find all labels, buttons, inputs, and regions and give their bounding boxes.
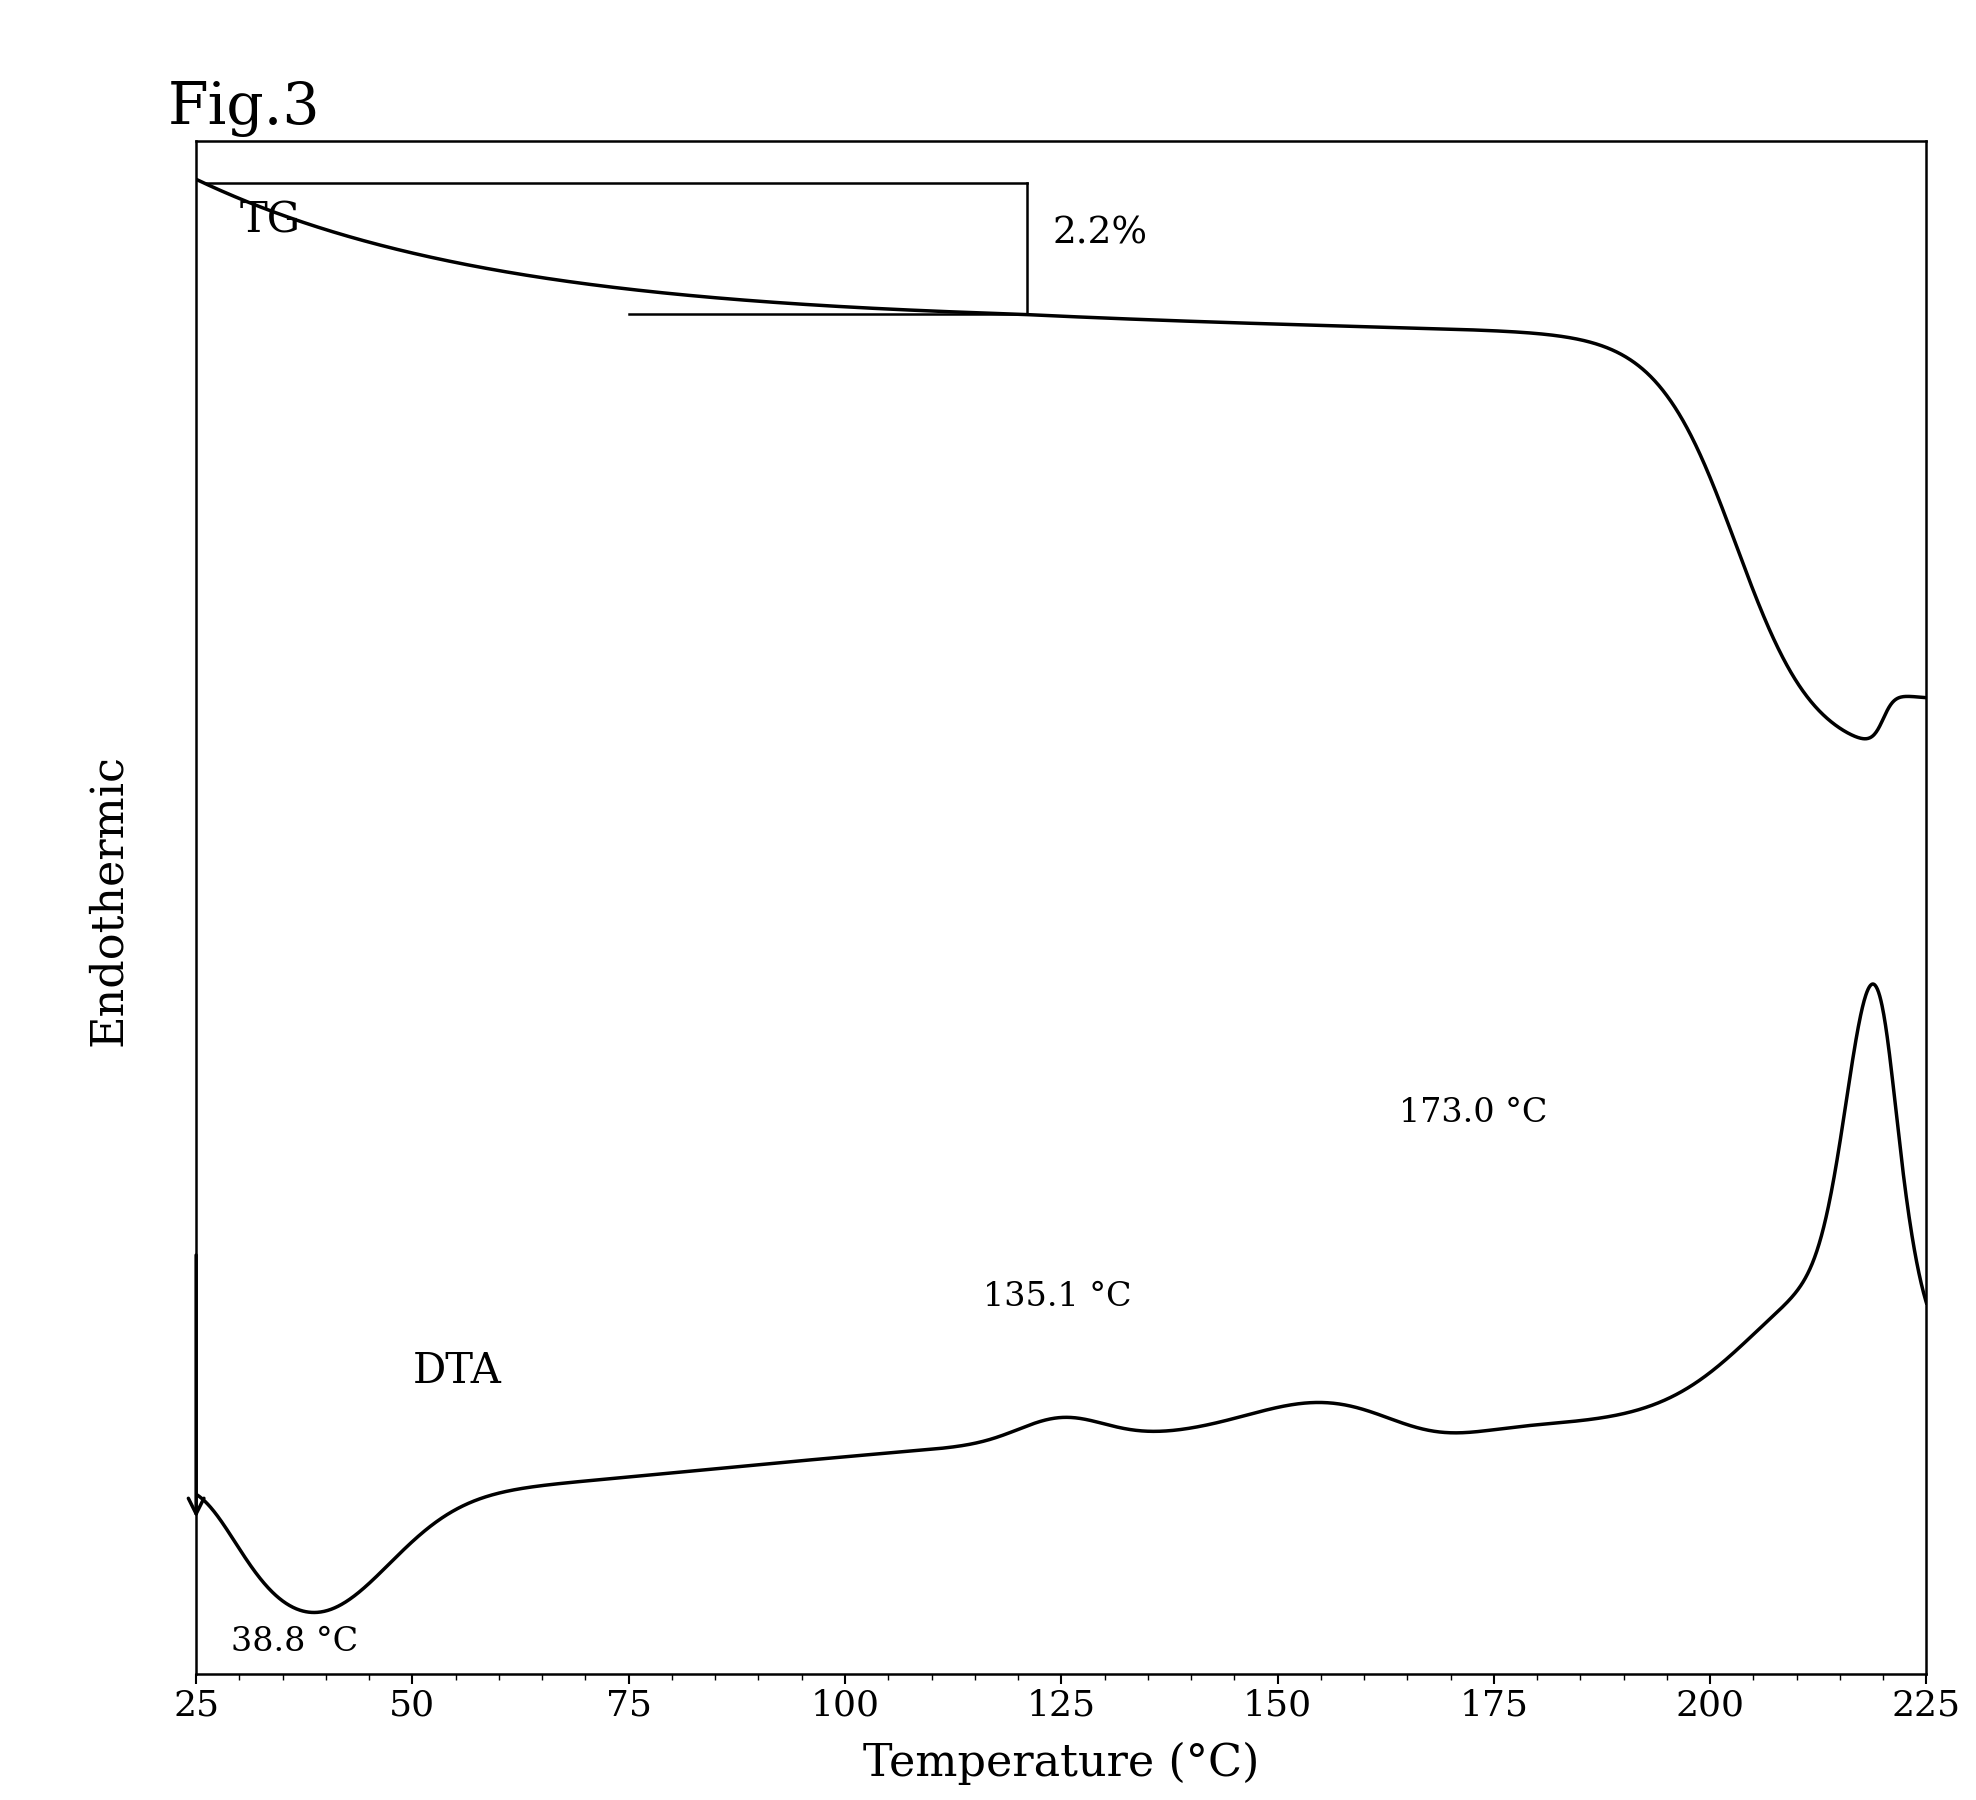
Text: DTA: DTA: [413, 1350, 502, 1391]
Text: 135.1 °C: 135.1 °C: [984, 1282, 1132, 1312]
Text: Endothermic: Endothermic: [87, 754, 130, 1046]
X-axis label: Temperature (°C): Temperature (°C): [864, 1742, 1259, 1786]
Text: 173.0 °C: 173.0 °C: [1399, 1096, 1547, 1129]
Text: 38.8 °C: 38.8 °C: [231, 1625, 358, 1658]
Text: 2.2%: 2.2%: [1053, 216, 1148, 252]
Text: TG: TG: [239, 200, 300, 241]
Text: Fig.3: Fig.3: [168, 81, 320, 137]
